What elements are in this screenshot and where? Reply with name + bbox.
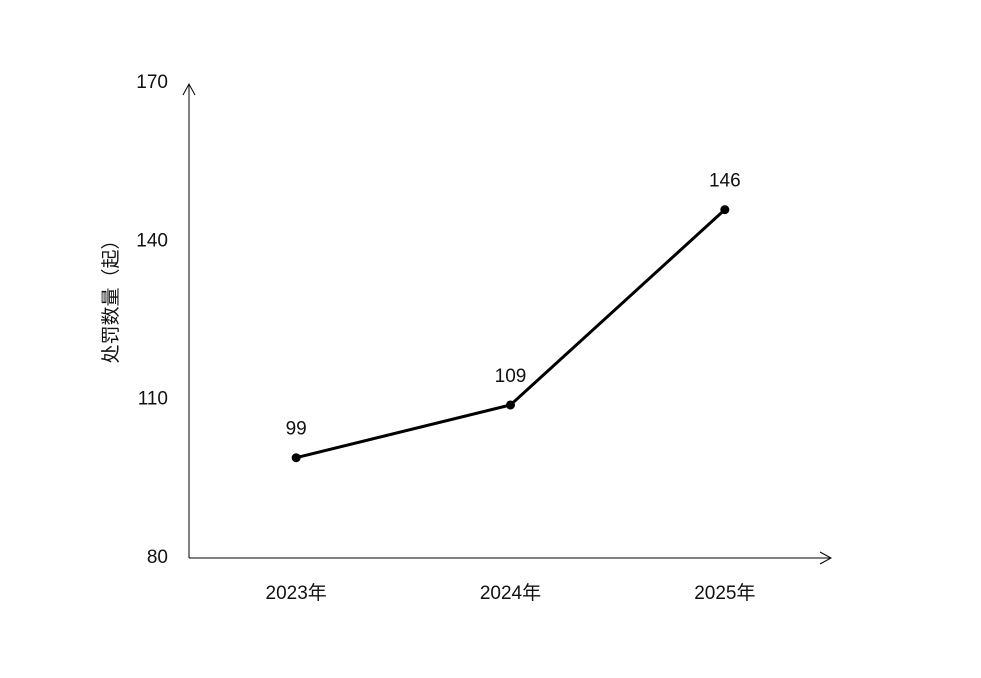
y-tick-label: 170: [136, 72, 168, 93]
y-axis-arrow: [182, 82, 196, 96]
line: [295, 208, 726, 460]
data-label: 99: [286, 419, 307, 440]
data-label: 146: [709, 171, 741, 192]
point: [291, 453, 301, 463]
x-axis-arrow: [819, 551, 833, 565]
point: [506, 400, 515, 410]
x-tick-label: 2025年: [694, 582, 755, 604]
y-axis-label: 处罚数量（起）: [100, 230, 122, 363]
y-tick-label: 140: [136, 230, 168, 251]
y-tick-label: 80: [147, 547, 168, 568]
x-tick-label: 2024年: [480, 582, 541, 604]
point: [720, 205, 730, 215]
x-tick-label: 2023年: [266, 582, 327, 604]
y-tick-label: 110: [138, 389, 168, 410]
data-label: 109: [495, 366, 527, 387]
